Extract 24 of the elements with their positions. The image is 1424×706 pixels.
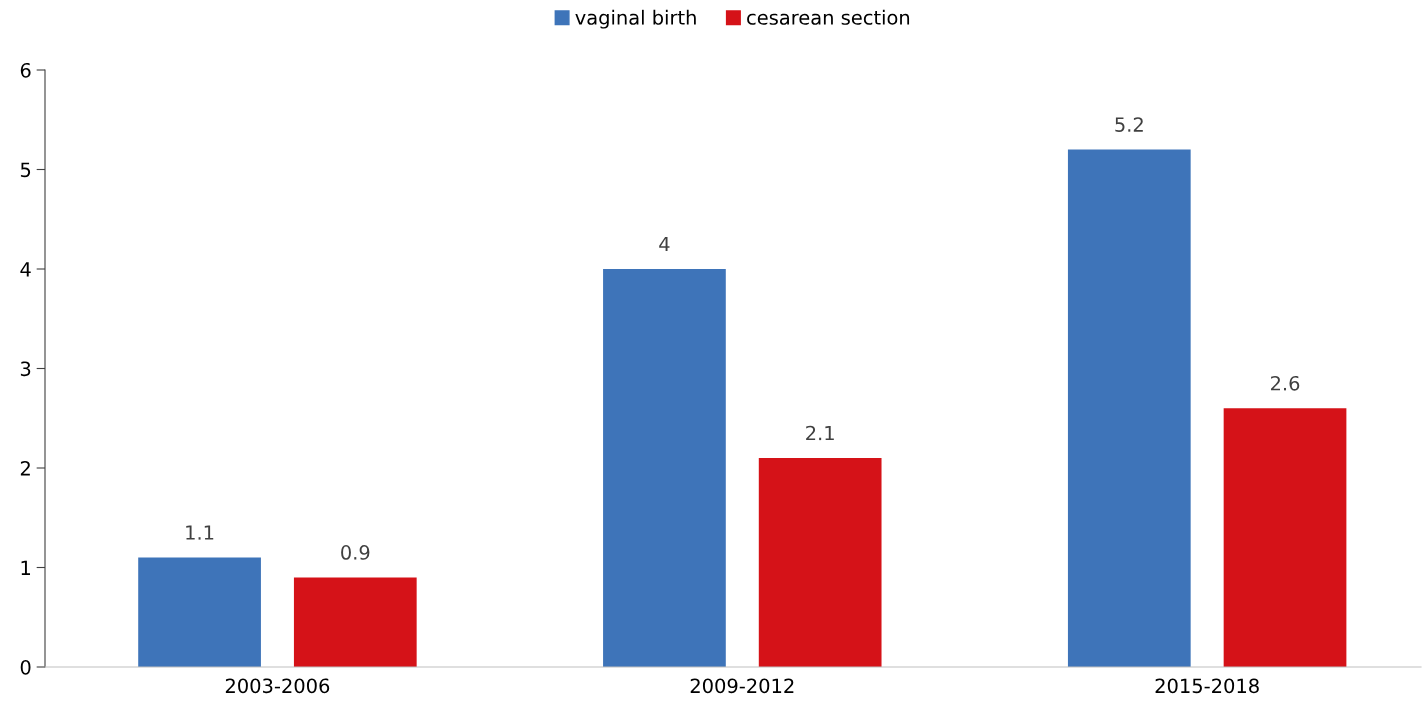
y-tick-label: 0	[20, 659, 31, 675]
bar	[138, 557, 261, 667]
x-tick-label: 2009-2012	[690, 678, 794, 694]
bar	[1223, 408, 1347, 667]
data-label: 2.6	[1270, 375, 1300, 391]
x-tick-label: 2015-2018	[1155, 678, 1259, 694]
y-tick-label: 1	[21, 560, 31, 575]
legend-label: vaginal birth	[575, 9, 696, 29]
y-tick-label: 3	[20, 361, 31, 377]
data-label: 2.1	[806, 425, 834, 441]
bar	[758, 458, 882, 667]
y-tick-label: 2	[20, 460, 30, 476]
bar	[603, 269, 726, 667]
legend-label: cesarean section	[747, 9, 910, 25]
bar	[293, 577, 417, 667]
y-tick-label: 5	[20, 162, 31, 178]
data-label: 4	[659, 236, 670, 252]
data-label: 0.9	[341, 545, 370, 560]
data-label: 5.2	[1115, 117, 1143, 132]
bar	[1067, 149, 1191, 667]
data-label: 1.1	[186, 525, 214, 540]
y-tick-label: 6	[20, 62, 31, 78]
y-tick-label: 4	[20, 262, 31, 277]
x-tick-label: 2003-2006	[225, 678, 330, 694]
